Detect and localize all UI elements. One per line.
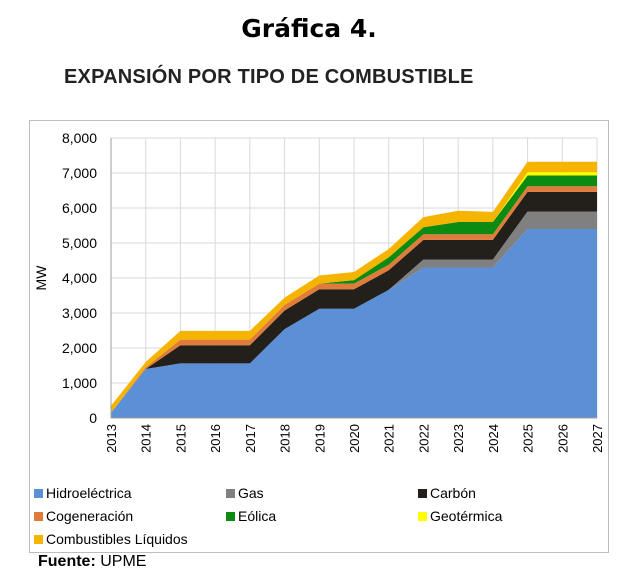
source-value: UPME	[100, 553, 147, 570]
legend-swatch	[34, 511, 43, 521]
y-tick-label: 6,000	[62, 200, 97, 216]
legend-label: Eólica	[238, 508, 277, 524]
x-tick-label: 2027	[590, 424, 605, 453]
legend-swatch	[418, 511, 427, 521]
legend-swatch	[34, 534, 43, 544]
legend-item: Combustibles Líquidos	[34, 531, 188, 547]
legend-item: Cogeneración	[34, 508, 133, 524]
legend-label: Geotérmica	[430, 508, 503, 524]
x-tick-label: 2022	[416, 424, 431, 453]
y-tick-label: 4,000	[62, 270, 97, 286]
legend-label: Cogeneración	[46, 508, 134, 524]
chart-title: EXPANSIÓN POR TIPO DE COMBUSTIBLE	[64, 66, 474, 88]
area-series-hidroelectrica	[111, 229, 597, 418]
x-tick-label: 2019	[312, 424, 327, 453]
y-tick-label: 5,000	[62, 235, 97, 251]
legend-swatch	[34, 488, 43, 498]
x-tick-label: 2024	[486, 424, 501, 453]
y-axis-label: MW	[33, 265, 49, 291]
x-tick-label: 2014	[139, 424, 154, 453]
x-tick-label: 2016	[208, 424, 223, 453]
legend-label: Combustibles Líquidos	[46, 531, 188, 547]
y-tick-label: 7,000	[62, 165, 97, 181]
x-tick-label: 2020	[347, 424, 362, 453]
y-tick-label: 8,000	[62, 130, 97, 146]
legend-label: Carbón	[430, 485, 476, 501]
legend-label: Gas	[238, 485, 264, 501]
y-tick-label: 3,000	[62, 305, 97, 321]
y-tick-label: 1,000	[62, 375, 97, 391]
legend-item: Geotérmica	[418, 508, 502, 524]
legend-swatch	[418, 488, 427, 498]
chart-legend: Hidroeléctrica Gas Carbón Cogeneración Eólic…	[34, 485, 594, 549]
legend-item: Carbón	[418, 485, 476, 501]
x-tick-label: 2013	[104, 424, 119, 453]
source-label: Fuente:	[38, 553, 96, 570]
page-heading: Gráfica 4.	[241, 14, 377, 43]
legend-item: Gas	[226, 485, 264, 501]
x-tick-label: 2025	[521, 424, 536, 453]
legend-item: Eólica	[226, 508, 276, 524]
legend-swatch	[226, 488, 235, 498]
legend-swatch	[226, 511, 235, 521]
x-tick-label: 2023	[451, 424, 466, 453]
source-note: Fuente: UPME	[38, 553, 146, 571]
y-tick-label: 2,000	[62, 340, 97, 356]
y-tick-label: 0	[89, 410, 97, 426]
area-series-gas	[111, 211, 597, 413]
x-tick-label: 2026	[555, 424, 570, 453]
legend-item: Hidroeléctrica	[34, 485, 132, 501]
area-series-carbon	[111, 191, 597, 413]
x-tick-label: 2021	[382, 424, 397, 453]
x-tick-label: 2015	[173, 424, 188, 453]
x-tick-label: 2018	[278, 424, 293, 453]
x-tick-label: 2017	[243, 424, 258, 453]
legend-label: Hidroeléctrica	[46, 485, 132, 501]
